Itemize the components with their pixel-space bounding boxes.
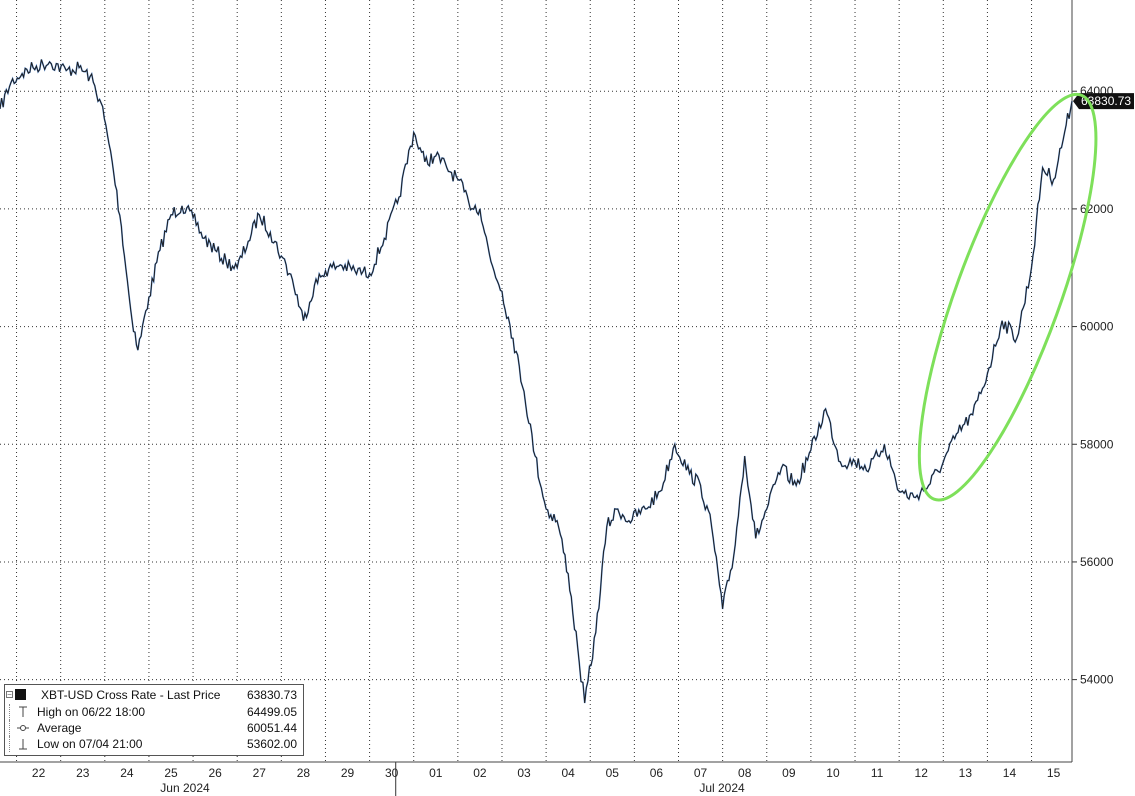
legend-average-label: Average — [37, 721, 82, 735]
x-tick-label: 28 — [297, 766, 311, 780]
legend-high-label: High on 06/22 18:00 — [37, 705, 146, 719]
x-tick-label: 01 — [429, 766, 443, 780]
x-tick-label: 10 — [826, 766, 840, 780]
price-series — [0, 59, 1073, 704]
legend-high-row: High on 06/22 18:00 64499.05 — [5, 704, 303, 720]
price-line-fill — [0, 59, 1073, 704]
legend-series-label: XBT-USD Cross Rate - Last Price — [41, 688, 221, 702]
average-marker-icon — [11, 720, 33, 736]
legend-high-value: 64499.05 — [246, 705, 297, 719]
legend-collapse-icon[interactable]: − — [6, 690, 13, 699]
y-tick-label: 56000 — [1080, 555, 1114, 569]
series-swatch-icon — [15, 689, 26, 700]
low-marker-icon — [11, 736, 33, 752]
x-tick-label: 22 — [32, 766, 46, 780]
price-line — [0, 59, 1073, 704]
x-tick-label: 13 — [959, 766, 973, 780]
legend-average-value: 60051.44 — [246, 721, 297, 735]
last-price-tag-bg — [1073, 93, 1134, 110]
last-price-tag-text: 63830.73 — [1081, 94, 1131, 108]
grid — [0, 0, 1072, 762]
x-tick-label: 07 — [694, 766, 708, 780]
x-month-label: Jun 2024 — [160, 781, 210, 795]
x-tick-label: 29 — [341, 766, 355, 780]
x-tick-label: 09 — [782, 766, 796, 780]
legend-low-row: Low on 07/04 21:00 53602.00 — [5, 736, 303, 752]
annotations — [917, 92, 1098, 502]
x-tick-label: 02 — [473, 766, 487, 780]
x-tick-label: 11 — [871, 766, 884, 780]
x-tick-label: 24 — [120, 766, 134, 780]
x-tick-label: 04 — [561, 766, 575, 780]
x-tick-label: 25 — [164, 766, 178, 780]
x-tick-label: 15 — [1047, 766, 1061, 780]
highlight-ellipse — [917, 92, 1098, 502]
chart-legend: − XBT-USD Cross Rate - Last Price 63830.… — [4, 684, 304, 756]
last-price-tag: 63830.73 — [1073, 93, 1134, 110]
x-tick-label: 27 — [253, 766, 267, 780]
legend-low-value: 53602.00 — [246, 737, 297, 751]
x-tick-label: 23 — [76, 766, 90, 780]
legend-average-row: Average 60051.44 — [5, 720, 303, 736]
x-tick-label: 05 — [606, 766, 620, 780]
legend-series-row: − XBT-USD Cross Rate - Last Price 63830.… — [5, 687, 303, 703]
x-tick-label: 14 — [1003, 766, 1017, 780]
y-tick-label: 60000 — [1080, 320, 1114, 334]
y-tick-label: 58000 — [1080, 437, 1114, 451]
x-tick-label: 12 — [915, 766, 929, 780]
high-marker-icon — [11, 704, 33, 720]
x-tick-label: 30 — [385, 766, 399, 780]
legend-series-value: 63830.73 — [246, 688, 297, 702]
y-tick-label: 54000 — [1080, 673, 1114, 687]
x-tick-label: 06 — [650, 766, 664, 780]
legend-low-label: Low on 07/04 21:00 — [37, 737, 143, 751]
x-tick-label: 08 — [738, 766, 752, 780]
x-month-label: Jul 2024 — [699, 781, 745, 795]
x-tick-label: 03 — [517, 766, 531, 780]
x-tick-label: 26 — [208, 766, 222, 780]
